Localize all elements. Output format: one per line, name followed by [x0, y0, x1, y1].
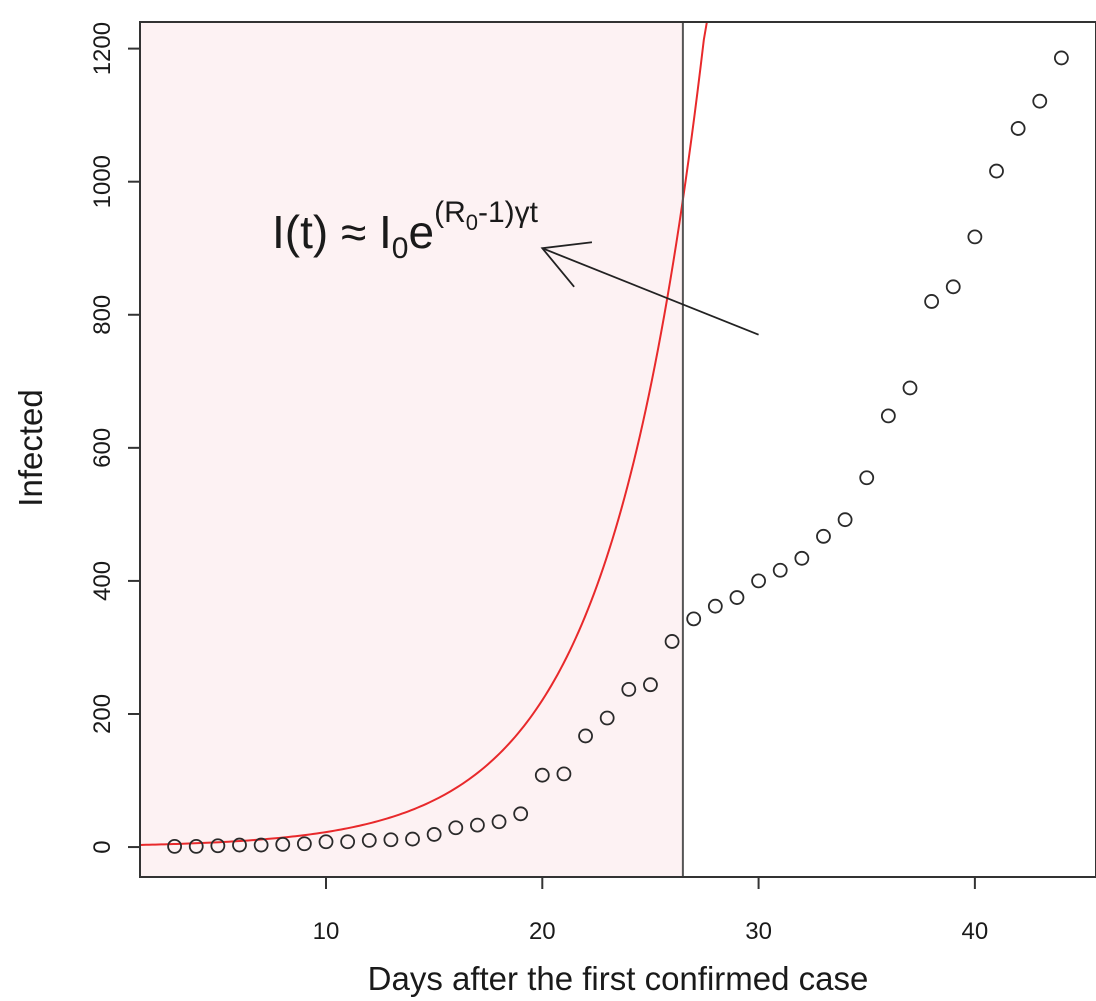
y-tick-label: 200	[89, 694, 116, 734]
data-point	[253, 837, 269, 853]
data-point	[361, 833, 377, 848]
data-point	[275, 837, 291, 852]
data-point	[880, 408, 896, 424]
data-point	[902, 380, 918, 396]
y-tick-label: 600	[89, 428, 116, 468]
y-tick-label: 0	[89, 840, 116, 853]
y-tick-label: 1200	[89, 22, 116, 75]
data-point	[340, 834, 356, 850]
arrow-shaft	[541, 247, 759, 336]
equation-annotation: I(t) ≈ I0e(R0-1)γt	[272, 196, 539, 265]
y-axis-title: Infected	[12, 389, 49, 506]
data-point	[621, 681, 637, 697]
data-point	[426, 827, 442, 842]
data-point	[1053, 50, 1069, 66]
plot-frame	[139, 21, 1096, 878]
data-point	[599, 710, 615, 726]
data-point	[1032, 93, 1048, 109]
data-point	[405, 831, 420, 847]
data-point	[945, 279, 961, 295]
x-tick-label: 40	[962, 918, 989, 945]
data-point	[448, 820, 464, 836]
data-point	[491, 814, 507, 830]
data-point	[383, 832, 399, 848]
data-point	[664, 634, 680, 649]
equation-superscript-open: (R	[434, 196, 466, 229]
data-point	[924, 294, 940, 309]
data-point	[772, 562, 788, 578]
annotation-arrow	[540, 241, 759, 336]
data-point	[188, 838, 204, 854]
data-point	[794, 550, 810, 566]
data-point	[232, 837, 247, 853]
data-point	[816, 528, 831, 544]
data-point	[1010, 121, 1026, 136]
equation-exp-base: e	[408, 206, 434, 258]
data-point	[859, 470, 875, 486]
equation-subscript: 0	[392, 232, 409, 265]
data-point	[686, 611, 702, 627]
x-axis-title: Days after the first confirmed case	[368, 960, 869, 997]
data-point	[751, 573, 766, 589]
data-point	[707, 598, 723, 614]
data-point	[210, 838, 226, 854]
x-tick-label: 20	[529, 918, 556, 945]
data-point	[729, 590, 745, 605]
data-points	[167, 50, 1069, 854]
x-tick-label: 30	[745, 918, 772, 945]
y-tick-label: 400	[89, 561, 116, 601]
x-axis: 10 20 30 40	[313, 877, 989, 945]
equation-superscript-close: -1)γt	[478, 196, 539, 229]
x-tick-label: 10	[313, 918, 340, 945]
equation-lhs: I(t) ≈ I	[272, 206, 392, 258]
y-axis: 0 200 400 600 800 1000 1200	[89, 22, 140, 854]
data-point	[967, 229, 983, 245]
equation-superscript-subscript: 0	[466, 210, 478, 235]
data-point	[513, 806, 529, 822]
data-point	[837, 512, 853, 528]
data-point	[296, 836, 312, 852]
data-point	[578, 728, 593, 744]
data-point	[643, 677, 658, 693]
shaded-region	[140, 22, 683, 877]
data-point	[167, 838, 183, 854]
data-point	[534, 767, 550, 783]
y-tick-label: 800	[89, 295, 116, 335]
y-tick-label: 1000	[89, 155, 116, 208]
data-point	[556, 766, 572, 782]
arrow-head	[540, 241, 593, 288]
data-point	[989, 163, 1004, 179]
data-point	[318, 834, 334, 850]
data-point	[470, 817, 485, 833]
